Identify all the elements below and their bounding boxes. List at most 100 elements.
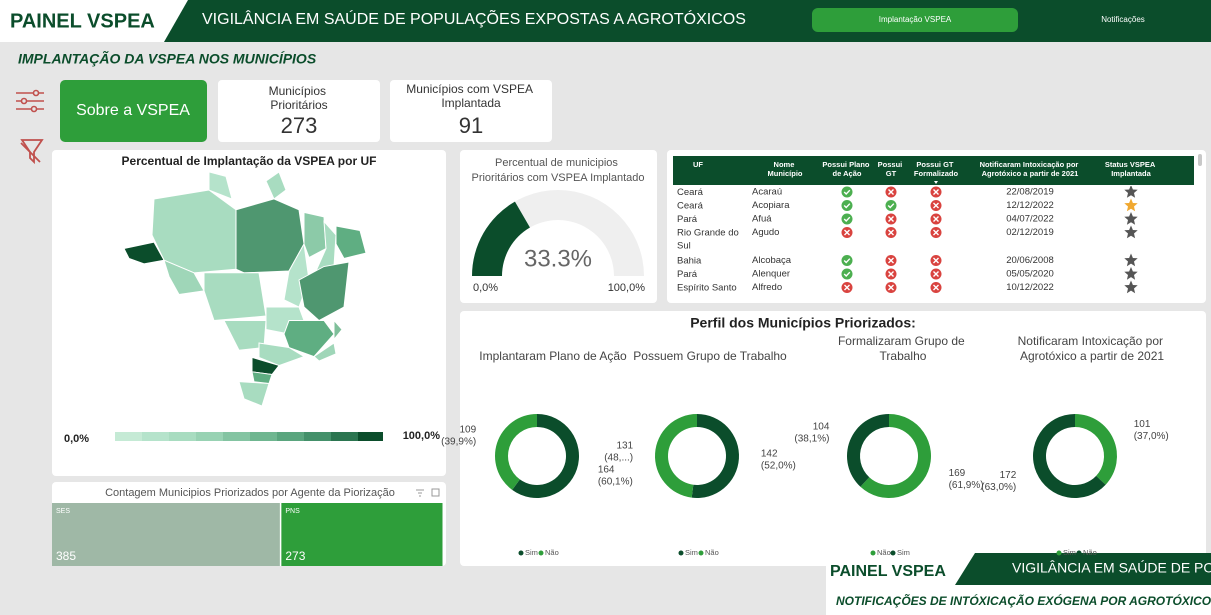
donut-value-label: 109: [459, 425, 476, 436]
legend-label: Sim: [525, 548, 538, 557]
about-button[interactable]: [60, 80, 207, 142]
donut-value-label: 131: [616, 441, 633, 452]
brazil-map: [123, 171, 367, 407]
gauge-value: 33.3%: [524, 245, 592, 272]
gauge-panel: [460, 150, 657, 303]
cell-municipio: Alcobaça: [752, 255, 792, 266]
filter-icon[interactable]: [16, 89, 44, 113]
donut-percent-label: (60,1%): [598, 477, 633, 488]
cell-uf: Rio Grande do Sul: [677, 227, 741, 251]
icon-glyph: [933, 202, 939, 209]
legend-dot: [538, 550, 544, 556]
check-icon: [841, 268, 853, 280]
header-title: VIGILÂNCIA EM SAÚDE DE POPULAÇÕES EXPOST…: [202, 8, 746, 28]
cell-uf: Pará: [677, 214, 698, 225]
check-icon: [841, 186, 853, 198]
status-star: [1124, 280, 1138, 294]
check-icon: [841, 200, 853, 211]
icon-glyph: [843, 271, 851, 278]
cell-date: 20/06/2008: [1006, 255, 1054, 266]
preview-brand: PAINEL VSPEA: [830, 563, 946, 580]
kpi-label: Municípios com VSPEA Implantada: [406, 82, 535, 110]
donut-percent-label: (61,9%): [949, 480, 984, 491]
donut-title: Notificaram Intoxicação por Agrotóxico a…: [1018, 334, 1167, 363]
nav-item[interactable]: Implantação VSPEA: [879, 15, 952, 24]
icon-glyph: [843, 258, 851, 264]
profile-title: Perfil dos Municípios Priorizados:: [690, 315, 916, 331]
legend-dot: [890, 550, 896, 556]
kpi-card: [218, 80, 380, 142]
treemap-tile: [281, 503, 443, 566]
icon-glyph: [843, 216, 851, 223]
column-header: Nome Município: [768, 160, 803, 178]
legend-label: Não: [545, 548, 559, 557]
scrollbar[interactable]: [1198, 154, 1202, 166]
map-legend-scale: [115, 432, 383, 441]
cell-municipio: Acopiara: [752, 200, 790, 211]
kpi-card: [390, 80, 552, 142]
status-star: [1124, 267, 1138, 280]
kpi-label: Municípios Prioritários: [269, 84, 330, 112]
status-star: [1124, 186, 1138, 198]
cell-uf: Ceará: [677, 200, 704, 211]
page-title: IMPLANTAÇÃO DA VSPEA NOS MUNICÍPIOS: [18, 50, 317, 67]
cell-municipio: Agudo: [752, 227, 779, 238]
icon-glyph: [933, 284, 939, 291]
icon-glyph: [933, 216, 939, 222]
donut-value-label: 142: [761, 449, 778, 460]
cell-uf: Bahia: [677, 255, 702, 266]
legend-label: Não: [705, 548, 719, 557]
cell-date: 10/12/2022: [1006, 282, 1054, 293]
treemap-title: Contagem Municipios Priorizados por Agen…: [105, 487, 395, 499]
column-header: Possui GT Formalizado: [914, 160, 959, 178]
profile-panel: [460, 311, 1206, 566]
donut-value-label: 101: [1134, 419, 1151, 430]
legend-label: Não: [877, 548, 891, 557]
cell-date: 05/05/2020: [1006, 269, 1054, 280]
legend-dot: [518, 550, 524, 556]
legend-label: Sim: [1063, 548, 1076, 557]
nav-button[interactable]: [812, 8, 1018, 32]
cell-uf: Espírito Santo: [677, 282, 737, 293]
icon-glyph: [888, 216, 894, 222]
cell-date: 02/12/2019: [1006, 227, 1054, 238]
clear-filter-icon[interactable]: [20, 139, 44, 165]
legend-label: Sim: [685, 548, 698, 557]
donut-value-label: 104: [813, 421, 830, 432]
icon-glyph: [933, 257, 939, 264]
about-button-label[interactable]: Sobre a VSPEA: [76, 102, 190, 119]
donut-segment: [655, 414, 697, 498]
gauge-max: 100,0%: [608, 282, 646, 294]
legend-dot: [1056, 550, 1062, 556]
status-star: [1124, 225, 1138, 239]
donut-segment: [495, 414, 537, 490]
donut-percent-label: (48,...): [604, 453, 633, 464]
icon-glyph: [888, 229, 894, 236]
legend-max: 100,0%: [403, 430, 441, 442]
status-star: [1124, 212, 1138, 225]
nav-item[interactable]: Notificações: [1101, 15, 1145, 24]
icon-glyph: [888, 189, 894, 195]
icon-glyph: [888, 284, 894, 291]
icon-glyph: [933, 271, 939, 277]
icon-glyph: [844, 284, 850, 291]
preview-subtitle: NOTIFICAÇÕES DE INTÓXICAÇÃO EXÓGENA POR …: [836, 593, 1211, 608]
cell-municipio: Afuá: [752, 214, 772, 225]
cell-date: 12/12/2022: [1006, 200, 1054, 211]
cell-date: 22/08/2019: [1006, 187, 1054, 198]
donut-title: Implantaram Plano de Ação: [479, 349, 627, 363]
donut-value-label: 164: [598, 465, 615, 476]
icon-glyph: [844, 229, 850, 236]
donut-segment: [847, 414, 889, 487]
donut-segment: [512, 414, 580, 499]
visual-icons[interactable]: [416, 488, 440, 497]
table-header: [673, 156, 1194, 185]
cell-municipio: Acaraú: [752, 187, 782, 198]
legend-label: Não: [1083, 548, 1097, 557]
brand: PAINEL VSPEA: [10, 10, 155, 32]
kpi-value: 91: [459, 113, 483, 138]
cell-date: 04/07/2022: [1006, 214, 1054, 225]
legend-dot: [1076, 550, 1082, 556]
cell-uf: Pará: [677, 269, 698, 280]
